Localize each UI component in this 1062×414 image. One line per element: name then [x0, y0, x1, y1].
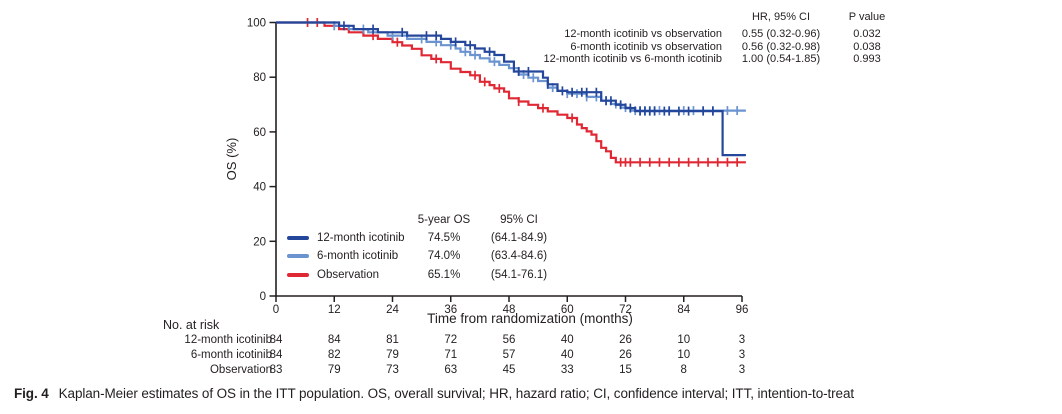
- y-tick-label: 0: [260, 291, 266, 303]
- at-risk-count: 82: [327, 349, 341, 361]
- km-curve-12-month-icotinib: [276, 21, 746, 157]
- y-axis-title: OS (%): [224, 137, 239, 181]
- at-risk-count: 71: [444, 349, 458, 361]
- at-risk-count: 81: [386, 334, 399, 346]
- at-risk-count: 83: [269, 364, 283, 376]
- at-risk-row-label: 6-month icotinib: [190, 349, 272, 361]
- x-tick-label: 24: [386, 304, 399, 316]
- legend-row: Observation 65.1% (54.1-76.1): [287, 266, 559, 284]
- x-tick-label: 48: [503, 304, 516, 316]
- axis-ticks: 0 20 40 60 80 100 0 12 24 36 48 60 72 84 96: [247, 18, 749, 317]
- ci-value: (54.1-76.1): [490, 268, 548, 281]
- ci-value: (64.1-84.9): [490, 232, 548, 245]
- censor-ticks-12-month-icotinib: [343, 21, 714, 116]
- x-tick-label: 72: [619, 304, 632, 316]
- at-risk-count: 45: [502, 364, 516, 376]
- legend-label: 6-month icotinib: [317, 250, 399, 263]
- at-risk-count: 33: [560, 364, 574, 376]
- hr-header-spacer: [486, 11, 722, 23]
- hr-value: 1.00 (0.54-1.85): [741, 53, 821, 66]
- at-risk-count: 40: [560, 349, 574, 361]
- p-value: 0.993: [853, 53, 881, 66]
- five-year-os-value: 65.1%: [427, 268, 461, 281]
- pvalue-column-header: P value: [848, 11, 886, 23]
- km-curve-6-month-icotinib: [276, 21, 746, 112]
- five-year-os-header: 5-year OS: [417, 214, 471, 227]
- hr-value: 0.56 (0.32-0.98): [741, 40, 821, 53]
- hr-column-header: HR, 95% CI: [751, 11, 811, 23]
- legend-swatch-observation: [287, 272, 309, 277]
- ci-value: (63.4-84.6): [490, 250, 548, 263]
- at-risk-count: 3: [738, 349, 746, 361]
- hr-value: 0.55 (0.32-0.96): [741, 28, 821, 41]
- p-value: 0.032: [853, 28, 881, 41]
- legend-swatch-12-month: [287, 236, 309, 241]
- at-risk-row-label: 12-month icotinib: [184, 334, 272, 346]
- at-risk-count: 84: [269, 349, 283, 361]
- x-axis-title: Time from randomization (months): [427, 311, 633, 326]
- y-tick-label: 60: [253, 127, 266, 139]
- hr-table-row: 12-month icotinib vs observation 0.55 (0…: [486, 28, 896, 40]
- chart-legend: 5-year OS 95% CI 12-month icotinib 74.5%…: [287, 211, 559, 284]
- at-risk-count: 57: [502, 349, 516, 361]
- hr-comparison-label: 12-month icotinib vs observation: [564, 28, 722, 41]
- at-risk-count: 26: [619, 334, 632, 346]
- at-risk-count: 40: [560, 334, 574, 346]
- legend-label: Observation: [317, 268, 380, 281]
- at-risk-count: 56: [502, 334, 516, 346]
- y-tick-label: 100: [247, 18, 266, 30]
- at-risk-count: 72: [444, 334, 458, 346]
- legend-row: 6-month icotinib 74.0% (63.4-84.6): [287, 247, 559, 265]
- hr-table-row: 12-month icotinib vs 6-month icotinib 1.…: [486, 53, 896, 65]
- five-year-os-value: 74.0%: [427, 250, 461, 263]
- at-risk-count: 79: [327, 364, 341, 376]
- hr-comparison-label: 6-month icotinib vs observation: [570, 40, 722, 53]
- no-at-risk-heading: No. at risk: [163, 318, 220, 332]
- x-tick-label: 36: [444, 304, 457, 316]
- at-risk-count: 63: [444, 364, 458, 376]
- at-risk-count: 73: [386, 364, 399, 376]
- at-risk-count: 10: [677, 334, 691, 346]
- km-chart: 0 20 40 60 80 100 0 12 24 36 48 60 72 84 96: [247, 18, 749, 317]
- legend-label: 12-month icotinib: [317, 232, 405, 245]
- at-risk-count: 15: [619, 364, 632, 376]
- y-tick-label: 40: [253, 182, 266, 194]
- x-tick-label: 60: [561, 304, 574, 316]
- x-tick-label: 0: [273, 304, 279, 316]
- legend-row: 12-month icotinib 74.5% (64.1-84.9): [287, 229, 559, 247]
- figure-caption-label: Fig. 4: [14, 386, 49, 401]
- survival-curves: [276, 18, 746, 167]
- at-risk-count: 8: [680, 364, 687, 376]
- x-tick-label: 84: [677, 304, 690, 316]
- ci-header: 95% CI: [500, 214, 538, 227]
- five-year-os-value: 74.5%: [427, 232, 461, 245]
- y-tick-label: 20: [253, 236, 266, 248]
- at-risk-row-label: Observation: [209, 364, 272, 376]
- at-risk-count: 10: [677, 349, 691, 361]
- hazard-ratio-table: HR, 95% CI P value 12-month icotinib vs …: [486, 11, 896, 66]
- hr-table-row: 6-month icotinib vs observation 0.56 (0.…: [486, 41, 896, 53]
- figure-caption: Fig. 4 Kaplan-Meier estimates of OS in th…: [14, 386, 1054, 401]
- x-tick-label: 96: [736, 304, 749, 316]
- at-risk-count: 84: [327, 334, 341, 346]
- x-tick-label: 12: [328, 304, 341, 316]
- y-tick-label: 80: [253, 72, 266, 84]
- at-risk-count: 84: [269, 334, 283, 346]
- hr-comparison-label: 12-month icotinib vs 6-month icotinib: [543, 53, 722, 66]
- at-risk-count: 26: [619, 349, 632, 361]
- at-risk-count: 3: [738, 364, 746, 376]
- p-value: 0.038: [853, 40, 881, 53]
- figure-caption-text: Kaplan-Meier estimates of OS in the ITT …: [58, 386, 855, 401]
- legend-swatch-6-month: [287, 254, 309, 259]
- at-risk-count: 79: [386, 349, 399, 361]
- at-risk-count: 3: [738, 334, 746, 346]
